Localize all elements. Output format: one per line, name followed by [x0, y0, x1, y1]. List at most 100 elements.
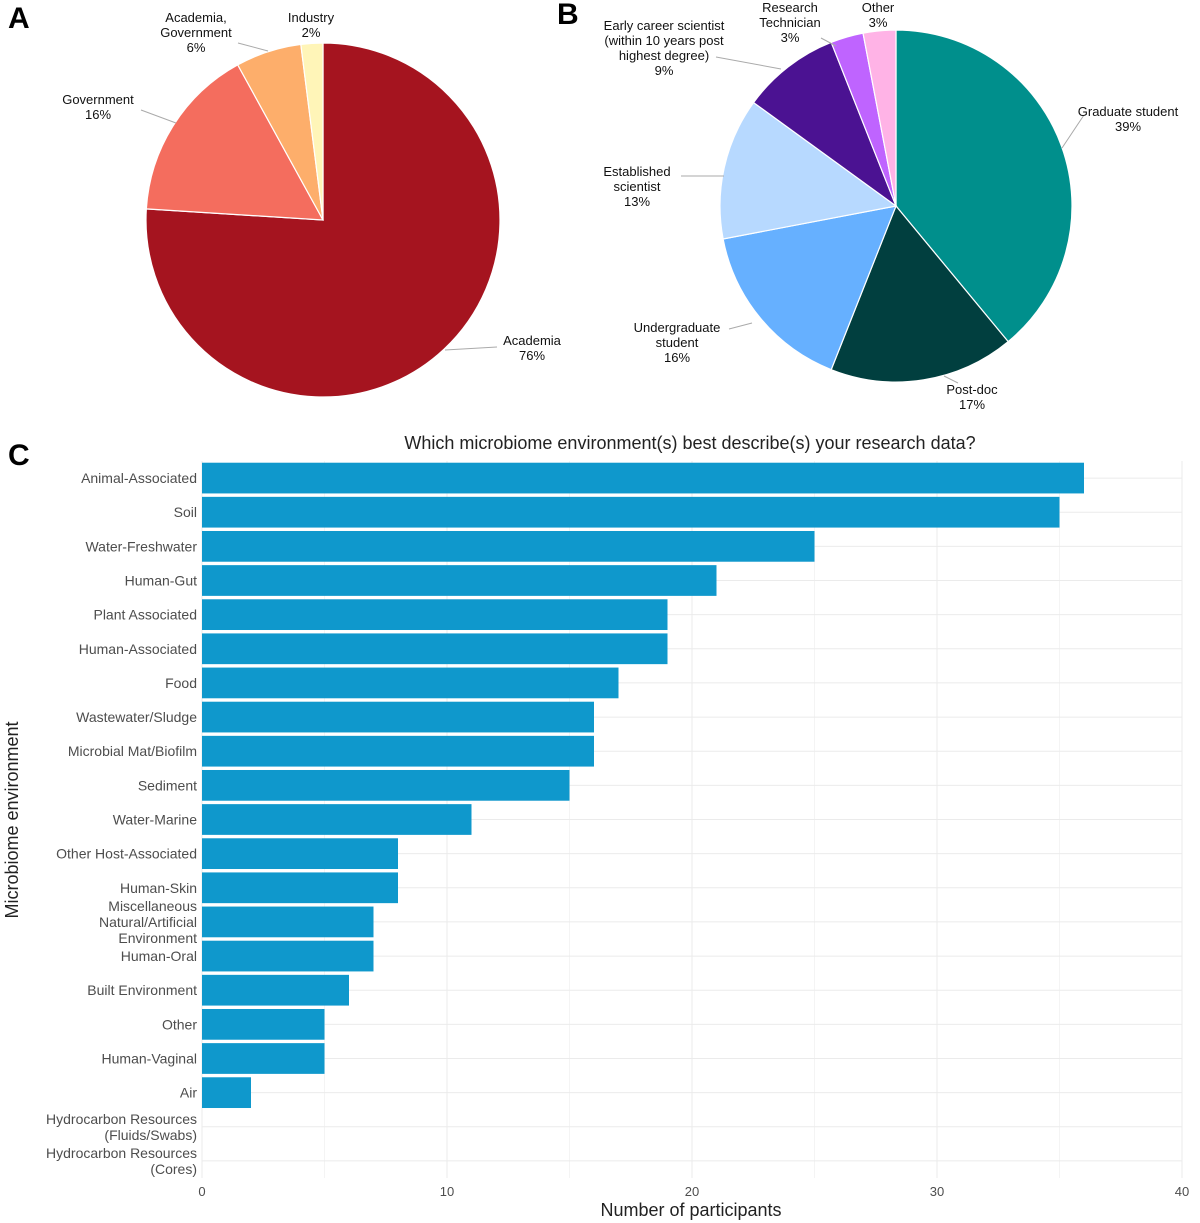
bar-miscellaneous-natural-artificial-environment — [202, 906, 374, 938]
category-label-line: Microbial Mat/Biofilm — [68, 743, 197, 759]
slice-label-text: Academia — [503, 333, 562, 348]
slice-label: Early career scientist (within 10 years p… — [604, 18, 725, 78]
slice-label-text: Graduate student — [1078, 104, 1179, 119]
x-tick-label: 10 — [440, 1184, 454, 1199]
x-axis-title: Number of participants — [600, 1200, 781, 1220]
category-label: Miscellaneous Natural/Artificial Environme… — [99, 898, 197, 946]
slice-percent: 2% — [302, 25, 321, 40]
pie-slice-early-career-scientist-within-10-years-post-highest-degree — [752, 41, 898, 208]
category-label: Sediment — [138, 777, 197, 793]
bars — [202, 462, 1084, 1109]
slice-percent: 3% — [781, 30, 800, 45]
slice-percent: 3% — [869, 15, 888, 30]
bar-soil — [202, 496, 1060, 528]
category-label-line: Human-Vaginal — [102, 1051, 197, 1067]
bar-built-environment — [202, 974, 349, 1006]
category-label-line: Human-Gut — [125, 573, 197, 589]
slice-label-text: highest degree) — [619, 48, 709, 63]
pie-slice-academia — [145, 42, 501, 398]
slice-label-text: Post-doc — [946, 382, 998, 397]
category-label-line: Sediment — [138, 777, 197, 793]
x-tick-label: 20 — [685, 1184, 699, 1199]
slice-label: Industry 2% — [288, 10, 335, 40]
category-label: Hydrocarbon Resources (Fluids/Swabs) — [46, 1111, 197, 1143]
bar-chart-environments: Animal-Associated Soil Water-Freshwater Hum… — [2, 433, 1189, 1220]
bar-human-oral — [202, 940, 374, 972]
slice-label-text: student — [656, 335, 699, 350]
leader-line — [715, 56, 782, 70]
bar-plant-associated — [202, 599, 668, 631]
bar-air — [202, 1077, 251, 1109]
category-label-line: Soil — [174, 504, 197, 520]
pie-slice-post-doc — [830, 204, 1010, 383]
bar-animal-associated — [202, 462, 1084, 494]
bar-human-gut — [202, 565, 717, 596]
leader-line — [728, 322, 753, 330]
category-labels: Animal-Associated Soil Water-Freshwater Hum… — [46, 470, 197, 1177]
slice-label-text: Other — [862, 0, 895, 15]
bar-other — [202, 1008, 325, 1040]
pie-slice-undergraduate-student — [722, 205, 897, 371]
slice-label-text: Academia, — [165, 10, 226, 25]
slice-label-text: Government — [62, 92, 134, 107]
slice-label-text: (within 10 years post — [604, 33, 724, 48]
category-label: Hydrocarbon Resources (Cores) — [46, 1145, 197, 1177]
slice-label: Undergraduate student 16% — [634, 320, 721, 365]
x-tick-labels: 0 10 20 30 40 — [198, 1184, 1189, 1199]
slice-percent: 76% — [519, 348, 545, 363]
bar-sediment — [202, 769, 570, 801]
slice-label: Government 16% — [62, 92, 134, 122]
category-label-line: Miscellaneous — [108, 898, 197, 914]
slice-label: Academia, Government 6% — [160, 10, 232, 55]
category-label: Soil — [174, 504, 197, 520]
panel-letter-c: C — [8, 439, 30, 472]
category-label-line: Hydrocarbon Resources — [46, 1145, 197, 1161]
slice-label-text: Undergraduate — [634, 320, 721, 335]
category-label: Plant Associated — [93, 607, 197, 623]
pie-slice-established-scientist — [719, 101, 898, 240]
category-label-line: Water-Marine — [113, 812, 197, 828]
bar-human-associated — [202, 633, 668, 665]
slice-label-text: Technician — [759, 15, 820, 30]
slice-label-text: Established — [603, 164, 670, 179]
x-tick-label: 30 — [930, 1184, 944, 1199]
category-label: Human-Gut — [125, 573, 197, 589]
slice-percent: 16% — [85, 107, 111, 122]
category-label-line: Built Environment — [87, 982, 197, 998]
panel-letter-a: A — [8, 2, 30, 35]
slice-label: Other 3% — [862, 0, 895, 30]
category-label-line: Animal-Associated — [81, 470, 197, 486]
slice-label: Post-doc 17% — [946, 382, 998, 412]
chart-title: Which microbiome environment(s) best des… — [404, 433, 975, 453]
pie-slice-other — [862, 29, 897, 207]
slice-label-text: scientist — [614, 179, 661, 194]
pie-slice-government — [145, 64, 325, 221]
bar-food — [202, 667, 619, 699]
slice-percent: 17% — [959, 397, 985, 412]
category-label: Wastewater/Sludge — [76, 709, 197, 725]
panel-letter-b: B — [557, 0, 579, 31]
category-label-line: Hydrocarbon Resources — [46, 1111, 197, 1127]
category-label-line: Human-Skin — [120, 880, 197, 896]
leader-line — [140, 109, 177, 124]
category-label: Microbial Mat/Biofilm — [68, 743, 197, 759]
leader-line — [1061, 114, 1085, 149]
category-label: Human-Skin — [120, 880, 197, 896]
category-label-line: Other Host-Associated — [56, 846, 197, 862]
pie-chart-affiliation: Academia 76%Government 16%Academia, Governm… — [62, 10, 562, 398]
bar-human-vaginal — [202, 1043, 325, 1074]
category-label-line: Natural/Artificial — [99, 914, 197, 930]
category-label-line: Human-Associated — [79, 641, 197, 657]
category-label-line: Human-Oral — [121, 948, 197, 964]
bar-water-marine — [202, 804, 472, 835]
bar-microbial-mat-biofilm — [202, 735, 594, 767]
category-label: Human-Vaginal — [102, 1051, 197, 1067]
category-label-line: Food — [165, 675, 197, 691]
category-label: Human-Oral — [121, 948, 197, 964]
slice-percent: 13% — [624, 194, 650, 209]
slice-percent: 6% — [187, 40, 206, 55]
slice-label-text: Early career scientist — [604, 18, 725, 33]
leader-line — [820, 37, 837, 47]
leader-line — [943, 375, 959, 384]
category-label-line: (Fluids/Swabs) — [104, 1127, 197, 1143]
